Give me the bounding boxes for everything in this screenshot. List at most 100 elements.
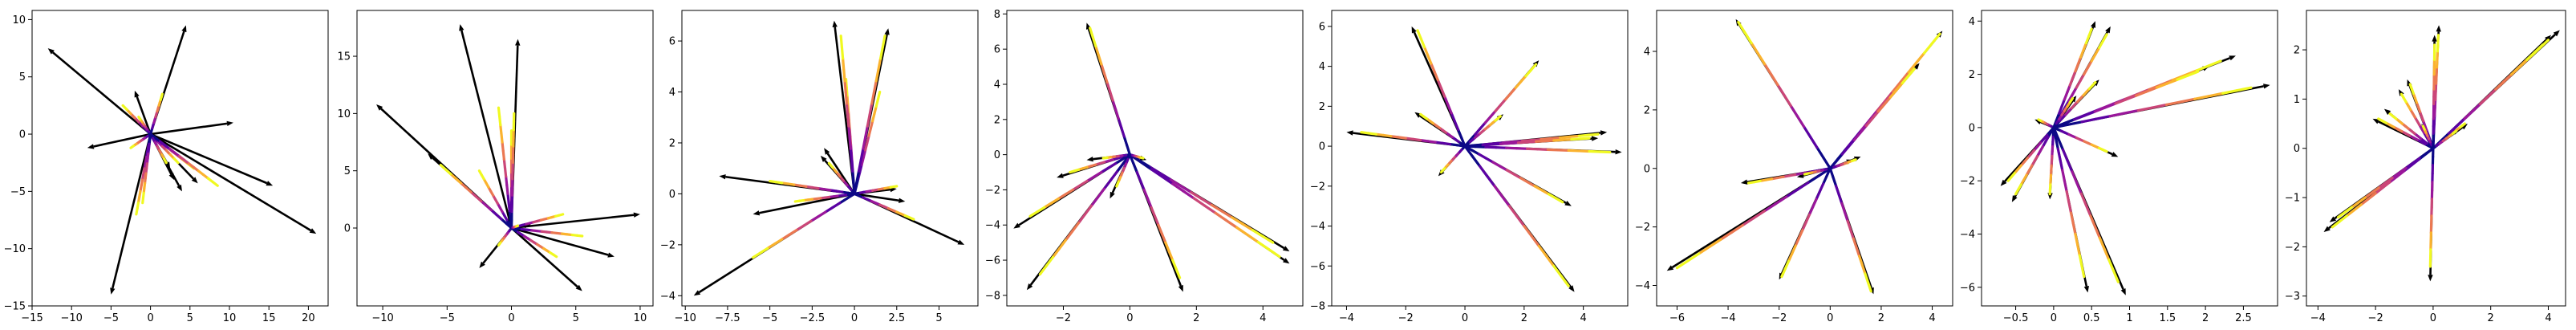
trail-segment — [1419, 112, 1426, 118]
trail-segment — [1089, 26, 1094, 39]
trail-segment — [160, 92, 164, 99]
trail-segment — [1579, 136, 1591, 141]
y-tick-label: 6 — [669, 36, 675, 48]
trail-segment — [838, 197, 849, 205]
trail-segment — [1463, 145, 1474, 158]
trail-segment — [2093, 225, 2101, 239]
trajectory-trail — [853, 35, 886, 196]
trail-segment — [1807, 174, 1821, 185]
trail-segment — [2074, 232, 2079, 246]
trail-segment — [2478, 95, 2489, 106]
trail-segment — [1422, 45, 1430, 57]
trail-segment — [864, 124, 869, 139]
trail-segment — [788, 229, 798, 236]
quiver-arrowhead — [479, 261, 485, 268]
quiver-arrowhead — [2091, 21, 2095, 28]
trail-segment — [2124, 94, 2138, 101]
trail-segment — [1071, 184, 1081, 192]
y-tick-label: −4 — [1635, 280, 1650, 292]
trail-segment — [129, 145, 134, 149]
trail-segment — [1837, 193, 1844, 206]
x-tick-label: 10 — [634, 312, 647, 324]
trail-segment — [2107, 259, 2116, 273]
trail-segment — [1240, 222, 1254, 232]
trail-segment — [505, 175, 509, 187]
trail-segment — [1433, 70, 1439, 82]
trail-segment — [1930, 32, 1941, 45]
trajectory-trail — [1128, 153, 1281, 259]
x-tick-label: −4 — [1339, 312, 1354, 324]
quiver-arrowhead — [824, 148, 830, 155]
trail-segment — [439, 163, 448, 171]
trail-segment — [1719, 230, 1734, 241]
trajectory-trail — [1360, 131, 1466, 148]
trail-segment — [1598, 150, 1612, 154]
trail-segment — [1190, 190, 1203, 200]
trail-segment — [1114, 108, 1120, 120]
y-tick-label: 0 — [344, 223, 351, 235]
trail-segment — [2501, 73, 2513, 84]
trail-segment — [1549, 136, 1562, 141]
trail-segment — [2063, 118, 2076, 125]
trail-segment — [1057, 193, 1068, 200]
trail-segment — [1235, 226, 1249, 237]
y-tick-label: −4 — [660, 291, 675, 303]
trail-segment — [1109, 170, 1119, 182]
y-tick-label: −15 — [4, 301, 26, 313]
trail-segment — [497, 242, 501, 247]
trail-segment — [1471, 149, 1481, 156]
trail-segment — [2186, 70, 2200, 77]
trail-segment — [2408, 83, 2413, 91]
trail-segment — [1139, 179, 1146, 192]
x-tick-label: 2 — [2488, 312, 2494, 324]
y-tick-label: 6 — [994, 44, 1000, 56]
trail-segment — [1505, 169, 1515, 176]
trail-segment — [1446, 103, 1453, 115]
trajectory-trail — [137, 116, 152, 136]
trail-segment — [2136, 106, 2154, 112]
x-tick-label: −10 — [60, 312, 82, 324]
trail-segment — [857, 158, 862, 173]
trail-segment — [802, 219, 813, 227]
trail-segment — [2063, 179, 2068, 194]
trail-segment — [2089, 214, 2097, 229]
trail-segment — [1419, 37, 1426, 49]
trail-segment — [1746, 181, 1756, 185]
quiver-arrowhead — [1913, 63, 1920, 70]
trail-segment — [881, 35, 886, 49]
x-tick-label: 0 — [1827, 312, 1833, 324]
trail-segment — [1139, 161, 1153, 171]
trail-segment — [846, 113, 850, 128]
trail-segment — [1899, 71, 1910, 84]
trail-segment — [1537, 244, 1548, 258]
y-tick-label: −8 — [1310, 301, 1325, 313]
x-tick-label: 0.5 — [2083, 312, 2100, 324]
trail-segment — [1554, 197, 1564, 204]
trail-segment — [1675, 259, 1690, 270]
x-tick-label: 0 — [1126, 312, 1133, 324]
x-tick-label: 0 — [147, 312, 153, 324]
trail-segment — [1504, 92, 1512, 101]
trail-segment — [1117, 116, 1123, 129]
x-tick-label: 0 — [851, 312, 858, 324]
trail-segment — [1737, 20, 1746, 35]
y-tick-label: 2 — [669, 137, 675, 149]
y-tick-label: −4 — [1960, 229, 1975, 241]
trail-segment — [1050, 197, 1061, 205]
trail-segment — [1430, 62, 1436, 73]
trail-segment — [2193, 95, 2210, 100]
trail-segment — [1780, 267, 1787, 279]
quiver-arrowhead — [1568, 285, 1575, 292]
trajectory-trail — [793, 192, 856, 203]
trail-segment — [2103, 102, 2117, 109]
x-tick-label: −2 — [1398, 312, 1414, 324]
trail-segment — [1498, 165, 1508, 172]
trail-segment — [2101, 148, 2108, 153]
trail-segment — [1439, 87, 1446, 98]
trajectory-trail — [2006, 126, 2055, 182]
trail-segment — [2398, 166, 2408, 174]
trail-segment — [1496, 115, 1502, 120]
trail-segment — [1231, 216, 1244, 226]
trail-segment — [1509, 86, 1517, 96]
trail-segment — [1094, 44, 1100, 57]
